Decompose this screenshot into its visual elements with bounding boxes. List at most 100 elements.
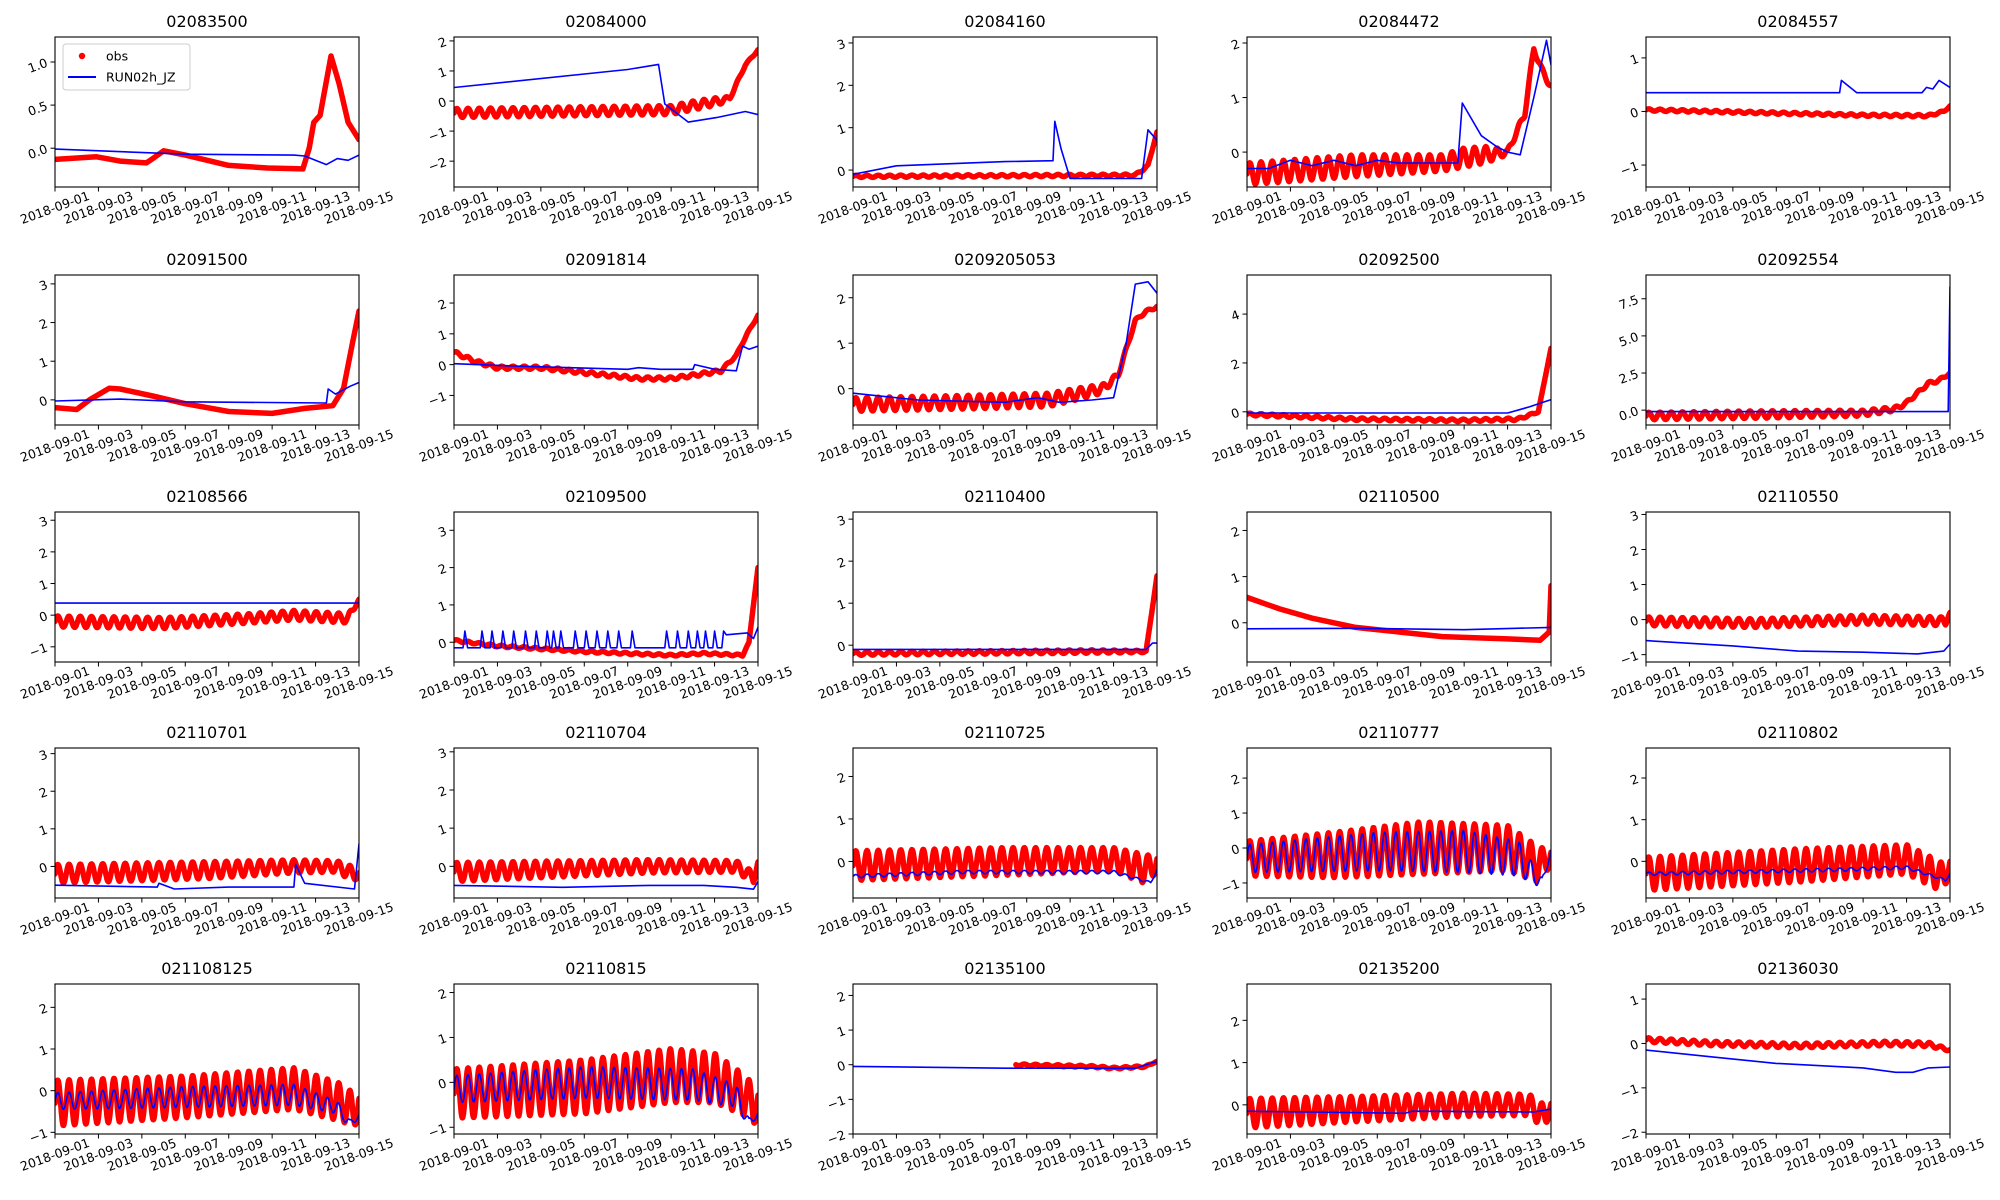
- panel-title: 02092500: [1358, 250, 1439, 269]
- y-tick-label: −1: [1618, 648, 1640, 668]
- model-series: [1646, 1049, 1950, 1074]
- panel-title: 02110725: [964, 723, 1045, 742]
- y-tick-label: −1: [27, 640, 49, 660]
- panel-title: 02091500: [166, 250, 247, 269]
- model-series: [1247, 829, 1551, 887]
- y-tick-label: −2: [1618, 1125, 1640, 1145]
- model-series: [454, 880, 758, 890]
- axes-frame: [1645, 274, 1951, 426]
- axes-frame: [1645, 511, 1951, 663]
- model-series: [454, 63, 758, 123]
- plot-area: [55, 843, 359, 890]
- model-series: [1646, 865, 1950, 882]
- model-series: [1646, 286, 1950, 413]
- panel-title: 02110500: [1358, 487, 1439, 506]
- plot-area: [55, 1065, 359, 1129]
- panel-title: 021108125: [161, 959, 253, 978]
- model-series: [55, 148, 359, 166]
- y-tick-label: 7.5: [1617, 292, 1641, 313]
- plot-area: [1646, 1035, 1950, 1074]
- obs-series: [853, 573, 1157, 658]
- axes-frame: [1645, 36, 1951, 188]
- model-series: [55, 1083, 359, 1124]
- axes-frame: [453, 983, 759, 1135]
- plot-area: [1247, 1090, 1551, 1131]
- obs-series: [1646, 1035, 1950, 1054]
- panel-02136030: 02136030−2−1012018-09-012018-09-032018-0…: [1609, 959, 1986, 1174]
- axes-frame: [1246, 511, 1552, 663]
- axes-frame: [54, 511, 360, 663]
- plot-area: [853, 120, 1157, 181]
- obs-series: [1247, 583, 1551, 644]
- panel-title: 02110550: [1757, 487, 1838, 506]
- axes-frame: [852, 747, 1158, 899]
- panel-title: 02110777: [1358, 723, 1439, 742]
- plot-area: [454, 564, 758, 659]
- model-series: [1247, 39, 1551, 170]
- y-tick-label: 0.0: [1617, 403, 1641, 424]
- panel-02108566: 02108566−101232018-09-012018-09-032018-0…: [18, 487, 395, 702]
- plot-area: [1247, 819, 1551, 887]
- panel-title: 02110815: [565, 959, 646, 978]
- plot-area: [55, 596, 359, 632]
- legend-box: [62, 43, 191, 91]
- y-tick-label: 2.5: [1617, 366, 1641, 387]
- obs-series: [1013, 1058, 1157, 1072]
- obs-series: [55, 596, 359, 632]
- plot-area: [1247, 583, 1551, 644]
- obs-series: [1646, 103, 1950, 120]
- plot-area: [853, 573, 1157, 658]
- plot-area: [454, 46, 758, 123]
- plot-area: [454, 312, 758, 383]
- plot-area: [853, 1058, 1157, 1072]
- model-series: [454, 345, 758, 372]
- axes-frame: [1645, 747, 1951, 899]
- legend-obs-marker: [78, 52, 86, 60]
- y-tick-label: 0.0: [26, 141, 50, 162]
- obs-series: [1247, 345, 1551, 425]
- model-series: [853, 868, 1157, 884]
- model-series: [55, 843, 359, 890]
- y-tick-label: −1: [1618, 158, 1640, 178]
- plot-area: [1646, 79, 1950, 120]
- axes-frame: [852, 511, 1158, 663]
- panel-title: 02084160: [964, 12, 1045, 31]
- y-tick-label: −1: [1618, 1081, 1640, 1101]
- model-series: [853, 281, 1157, 404]
- obs-series: [1247, 46, 1551, 187]
- y-tick-label: −1: [825, 1092, 847, 1112]
- panel-title: 02110701: [166, 723, 247, 742]
- axes-frame: [453, 36, 759, 188]
- panel-title: 02109500: [565, 487, 646, 506]
- panel-title: 0209205053: [954, 250, 1056, 269]
- axes-frame: [54, 36, 360, 188]
- panel-02110725: 021107250122018-09-012018-09-032018-09-0…: [816, 723, 1193, 938]
- model-series: [454, 1066, 758, 1122]
- obs-series: [55, 857, 359, 886]
- model-series: [853, 642, 1157, 651]
- panel-02110500: 021105000122018-09-012018-09-032018-09-0…: [1210, 487, 1587, 702]
- panel-title: 02108566: [166, 487, 247, 506]
- axes-frame: [54, 747, 360, 899]
- panel-title: 02084472: [1358, 12, 1439, 31]
- y-tick-label: −1: [1219, 876, 1241, 896]
- obs-series: [454, 312, 758, 383]
- axes-frame: [54, 983, 360, 1135]
- axes-frame: [1246, 747, 1552, 899]
- axes-frame: [453, 274, 759, 426]
- plot-area: [853, 844, 1157, 886]
- obs-series: [1646, 609, 1950, 631]
- axes-frame: [852, 274, 1158, 426]
- model-series: [1247, 626, 1551, 631]
- plot-area: [55, 308, 359, 417]
- panel-title: 02083500: [166, 12, 247, 31]
- plot-area: [454, 1046, 758, 1126]
- obs-series: [853, 844, 1157, 886]
- y-tick-label: 0.5: [26, 98, 50, 119]
- plot-area: [1646, 609, 1950, 655]
- legend-obs-label: obs: [106, 49, 128, 64]
- panel-02110701: 0211070101232018-09-012018-09-032018-09-…: [18, 723, 395, 938]
- axes-frame: [1645, 983, 1951, 1135]
- legend: obs RUN02h_JZ: [62, 43, 191, 91]
- model-series: [853, 1060, 1157, 1069]
